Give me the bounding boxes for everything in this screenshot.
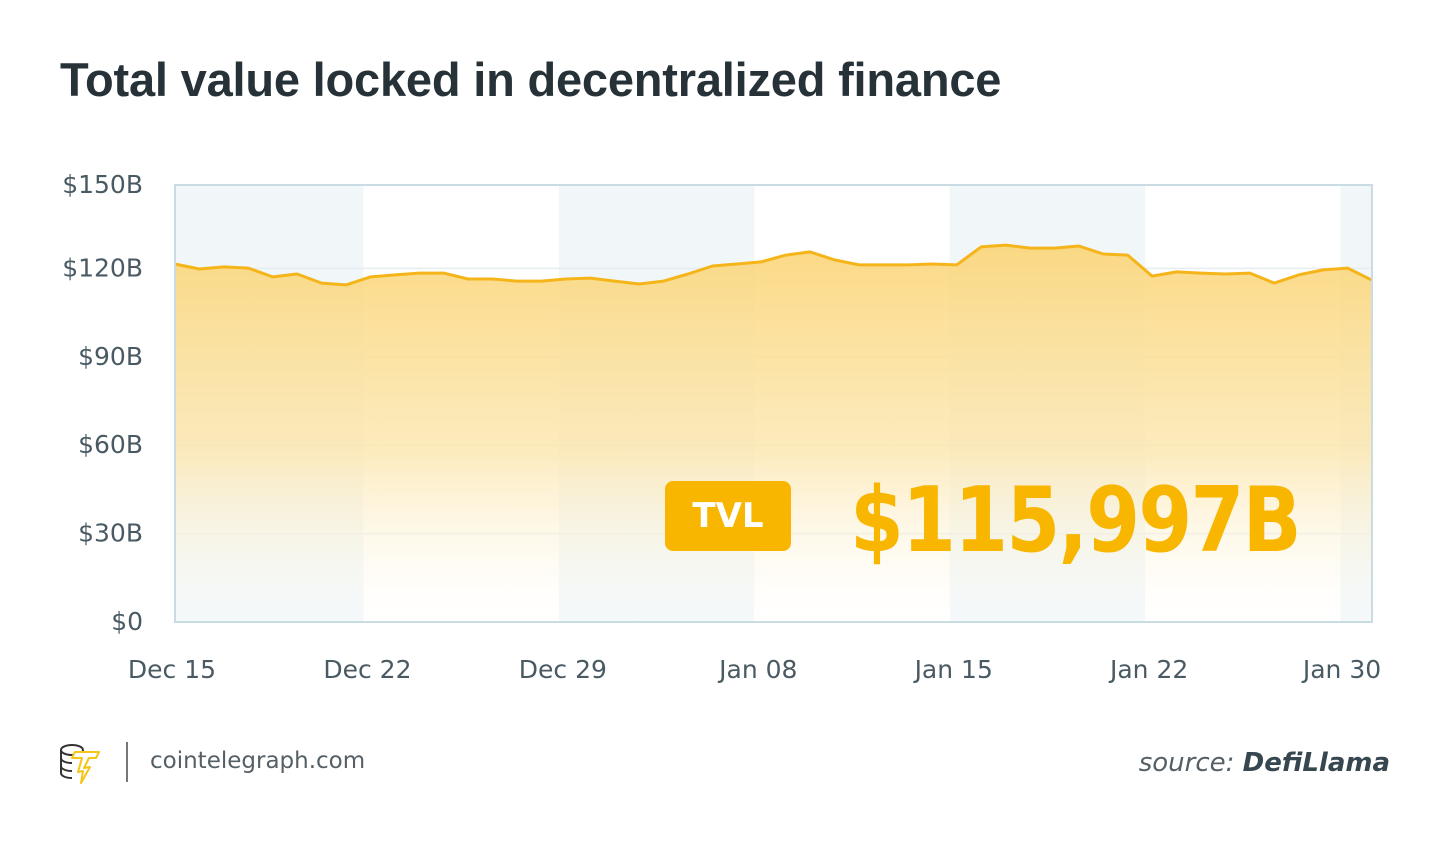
tvl-area — [175, 245, 1372, 622]
source-prefix: source: — [1138, 748, 1235, 778]
tvl-value: $115,997B — [850, 468, 1302, 573]
cointelegraph-logo-icon — [60, 744, 100, 784]
x-tick-label: Jan 22 — [1108, 655, 1188, 684]
x-tick-label: Jan 08 — [717, 655, 797, 684]
tvl-badge: TVL — [665, 481, 791, 551]
y-tick-label: $0 — [111, 607, 143, 636]
x-tick-label: Jan 15 — [913, 655, 993, 684]
x-tick-label: Dec 15 — [128, 655, 216, 684]
y-tick-label: $90B — [78, 342, 143, 371]
source-name: DefiLlama — [1242, 748, 1390, 778]
x-tick-label: Jan 30 — [1301, 655, 1381, 684]
tvl-line — [174, 243, 1373, 287]
x-tick-label: Dec 22 — [323, 655, 411, 684]
y-tick-label: $30B — [78, 519, 143, 548]
footer-divider — [126, 742, 128, 782]
y-tick-label: $60B — [78, 430, 143, 459]
y-tick-label: $150B — [62, 170, 143, 199]
site-name: cointelegraph.com — [150, 748, 366, 774]
source-credit: source: DefiLlama — [1139, 748, 1390, 778]
x-tick-label: Dec 29 — [519, 655, 607, 684]
chart-title: Total value locked in decentralized fina… — [60, 53, 1002, 106]
y-tick-label: $120B — [62, 253, 143, 282]
plot-border — [174, 184, 1373, 623]
